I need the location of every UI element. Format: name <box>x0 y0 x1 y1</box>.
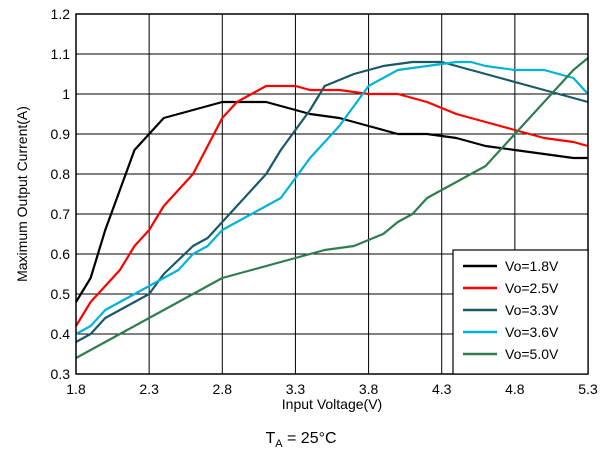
plot-area-frame <box>75 13 589 375</box>
x-tick-label: 3.3 <box>286 381 306 397</box>
y-tick-label: 0.3 <box>51 366 71 382</box>
legend-label: Vo=5.0V <box>505 346 559 362</box>
temperature-caption: TA = 25°C <box>0 430 602 450</box>
x-tick-label: 5.3 <box>578 381 598 397</box>
y-tick-label: 1.1 <box>51 46 71 62</box>
caption-rest: = 25°C <box>282 430 337 447</box>
series-line-2 <box>75 60 589 343</box>
series-line-0 <box>75 100 588 303</box>
legend: Vo=1.8V Vo=2.5V Vo=3.3V Vo=3.6V Vo=5.0V <box>452 249 589 375</box>
x-tick-label: 4.8 <box>505 381 525 397</box>
y-tick-label: 0.4 <box>51 326 71 342</box>
x-axis-label: Input Voltage(V) <box>282 396 382 412</box>
y-tick-label: 1.2 <box>51 6 71 22</box>
series-line-4 <box>75 57 589 359</box>
caption-subscript: A <box>275 438 283 451</box>
legend-label: Vo=3.3V <box>505 302 559 318</box>
x-tick-label: 1.8 <box>66 381 86 397</box>
legend-label: Vo=1.8V <box>505 258 559 274</box>
series-line-3 <box>75 60 589 335</box>
legend-label: Vo=3.6V <box>505 324 559 340</box>
ticks: 1.8 2.3 2.8 3.3 3.8 4.3 4.8 5.3 0.3 0.4 0.5 0.6 0.7 0… <box>51 6 598 397</box>
x-tick-label: 3.8 <box>359 381 379 397</box>
x-tick-label: 4.3 <box>432 381 452 397</box>
x-tick-label: 2.3 <box>139 381 159 397</box>
y-tick-label: 0.6 <box>51 246 71 262</box>
y-tick-label: 0.7 <box>51 206 71 222</box>
y-tick-label: 0.8 <box>51 166 71 182</box>
x-tick-label: 2.8 <box>213 381 233 397</box>
y-tick-label: 1 <box>62 86 70 102</box>
y-axis-label: Maximum Output Current(A) <box>14 106 30 282</box>
y-tick-label: 0.9 <box>51 126 71 142</box>
legend-label: Vo=2.5V <box>505 280 559 296</box>
chart: 1.8 2.3 2.8 3.3 3.8 4.3 4.8 5.3 0.3 0.4 0.5 0.6 0.7 0… <box>14 6 598 412</box>
caption-main: T <box>265 430 276 447</box>
series-layer <box>75 57 589 359</box>
series-line-1 <box>75 84 589 327</box>
y-tick-label: 0.5 <box>51 286 71 302</box>
